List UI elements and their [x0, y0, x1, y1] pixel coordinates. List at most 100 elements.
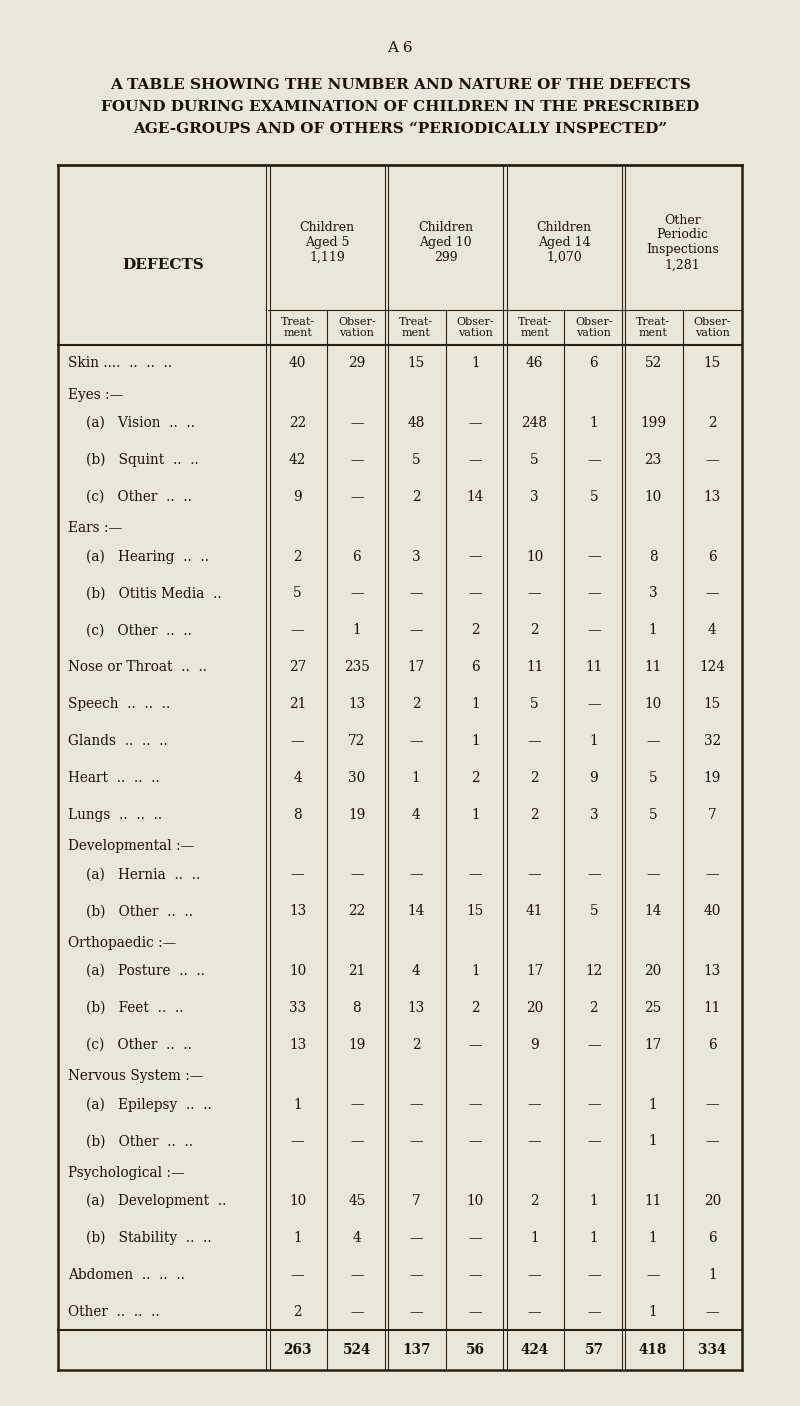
Text: 27: 27 — [289, 661, 306, 675]
Text: —: — — [528, 868, 542, 882]
Text: 11: 11 — [645, 661, 662, 675]
Text: —: — — [469, 1038, 482, 1052]
Text: —: — — [469, 1268, 482, 1282]
Text: —: — — [469, 1098, 482, 1112]
Text: 40: 40 — [289, 357, 306, 370]
Text: Psychological :—: Psychological :— — [68, 1166, 185, 1180]
Text: 1: 1 — [530, 1232, 539, 1244]
Text: 20: 20 — [645, 965, 662, 979]
Text: 7: 7 — [708, 808, 717, 823]
Text: (c)   Other  ..  ..: (c) Other .. .. — [86, 623, 192, 637]
Text: —: — — [350, 1098, 364, 1112]
Text: Eyes :—: Eyes :— — [68, 388, 123, 402]
Text: 8: 8 — [294, 808, 302, 823]
Text: 137: 137 — [402, 1343, 430, 1357]
Text: 1: 1 — [590, 734, 598, 748]
Text: —: — — [469, 453, 482, 467]
Text: —: — — [706, 586, 719, 600]
Text: 6: 6 — [353, 550, 361, 564]
Text: —: — — [706, 868, 719, 882]
Text: 1: 1 — [353, 623, 361, 637]
Text: 1: 1 — [590, 1232, 598, 1244]
Text: 15: 15 — [704, 697, 721, 711]
Text: —: — — [587, 1038, 601, 1052]
Text: 13: 13 — [407, 1001, 425, 1015]
Text: 6: 6 — [708, 550, 717, 564]
Text: 20: 20 — [526, 1001, 543, 1015]
Text: 11: 11 — [526, 661, 543, 675]
Text: 15: 15 — [704, 357, 721, 370]
Text: —: — — [291, 623, 305, 637]
Text: 6: 6 — [708, 1232, 717, 1244]
Text: 5: 5 — [294, 586, 302, 600]
Text: —: — — [646, 1268, 660, 1282]
Text: 13: 13 — [704, 965, 721, 979]
Text: 29: 29 — [348, 357, 366, 370]
Text: 1: 1 — [471, 734, 480, 748]
Text: 2: 2 — [708, 416, 717, 430]
Text: 21: 21 — [289, 697, 306, 711]
Text: 3: 3 — [649, 586, 658, 600]
Text: 6: 6 — [708, 1038, 717, 1052]
Text: 4: 4 — [708, 623, 717, 637]
Text: (b)   Squint  ..  ..: (b) Squint .. .. — [86, 453, 198, 467]
Text: 11: 11 — [704, 1001, 721, 1015]
Text: 248: 248 — [522, 416, 548, 430]
Text: 1: 1 — [471, 808, 480, 823]
Text: 2: 2 — [530, 770, 539, 785]
Text: 424: 424 — [521, 1343, 549, 1357]
Text: AGE-GROUPS AND OF OTHERS “PERIODICALLY INSPECTED”: AGE-GROUPS AND OF OTHERS “PERIODICALLY I… — [133, 122, 667, 136]
Text: FOUND DURING EXAMINATION OF CHILDREN IN THE PRESCRIBED: FOUND DURING EXAMINATION OF CHILDREN IN … — [101, 100, 699, 114]
Text: —: — — [469, 416, 482, 430]
Text: —: — — [350, 489, 364, 503]
Text: —: — — [528, 1305, 542, 1319]
Text: Other  ..  ..  ..: Other .. .. .. — [68, 1305, 160, 1319]
Text: —: — — [587, 453, 601, 467]
Text: Obser-
vation: Obser- vation — [457, 316, 494, 339]
Text: 5: 5 — [530, 453, 539, 467]
Text: —: — — [587, 1305, 601, 1319]
Text: (a)   Development  ..: (a) Development .. — [86, 1194, 226, 1208]
Text: (b)   Other  ..  ..: (b) Other .. .. — [86, 904, 193, 918]
Text: 4: 4 — [412, 965, 421, 979]
Text: 1: 1 — [590, 1194, 598, 1208]
Text: Orthopaedic :—: Orthopaedic :— — [68, 935, 176, 949]
Text: 56: 56 — [466, 1343, 485, 1357]
Text: 25: 25 — [645, 1001, 662, 1015]
Text: 3: 3 — [590, 808, 598, 823]
Text: —: — — [291, 1268, 305, 1282]
Text: —: — — [587, 586, 601, 600]
Text: 1: 1 — [412, 770, 421, 785]
Text: —: — — [646, 868, 660, 882]
Text: 2: 2 — [471, 1001, 480, 1015]
Text: Children
Aged 14
1,070: Children Aged 14 1,070 — [537, 221, 592, 264]
Text: —: — — [469, 1135, 482, 1149]
Text: 19: 19 — [704, 770, 721, 785]
Text: 7: 7 — [412, 1194, 421, 1208]
Text: 17: 17 — [407, 661, 425, 675]
Text: 9: 9 — [590, 770, 598, 785]
Text: Nose or Throat  ..  ..: Nose or Throat .. .. — [68, 661, 207, 675]
Text: A TABLE SHOWING THE NUMBER AND NATURE OF THE DEFECTS: A TABLE SHOWING THE NUMBER AND NATURE OF… — [110, 77, 690, 91]
Text: Treat-
ment: Treat- ment — [281, 316, 314, 339]
Text: (b)   Otitis Media  ..: (b) Otitis Media .. — [86, 586, 222, 600]
Text: 124: 124 — [699, 661, 726, 675]
Text: 30: 30 — [348, 770, 366, 785]
Text: 3: 3 — [530, 489, 539, 503]
Text: 1: 1 — [471, 357, 480, 370]
Text: 2: 2 — [530, 1194, 539, 1208]
Text: (b)   Feet  ..  ..: (b) Feet .. .. — [86, 1001, 183, 1015]
Text: 46: 46 — [526, 357, 543, 370]
Text: —: — — [469, 868, 482, 882]
Text: 9: 9 — [294, 489, 302, 503]
Text: —: — — [350, 868, 364, 882]
Text: 199: 199 — [640, 416, 666, 430]
Text: 57: 57 — [584, 1343, 603, 1357]
Text: Other
Periodic
Inspections
1,281: Other Periodic Inspections 1,281 — [646, 214, 719, 271]
Text: (b)   Stability  ..  ..: (b) Stability .. .. — [86, 1230, 212, 1246]
Text: 9: 9 — [530, 1038, 539, 1052]
Text: —: — — [528, 1098, 542, 1112]
Text: 1: 1 — [294, 1098, 302, 1112]
Text: 19: 19 — [348, 1038, 366, 1052]
Text: 23: 23 — [645, 453, 662, 467]
